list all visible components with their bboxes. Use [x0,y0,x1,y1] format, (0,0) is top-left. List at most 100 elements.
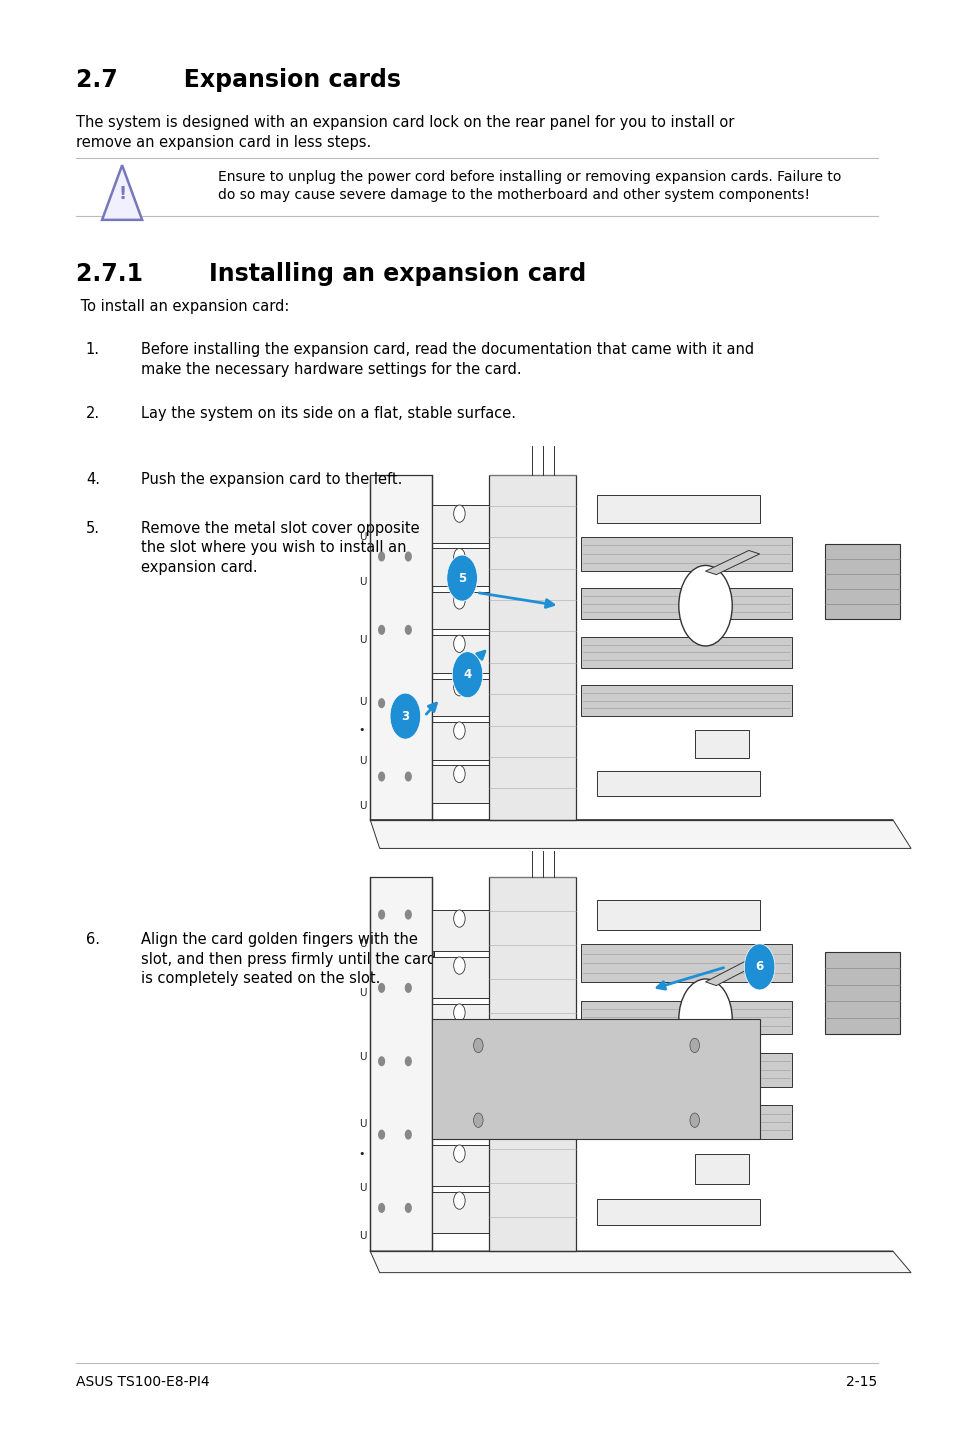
Bar [432,956,489,998]
Circle shape [378,1057,384,1066]
Circle shape [405,626,411,634]
Circle shape [454,505,465,522]
Text: U: U [358,1051,366,1061]
Polygon shape [705,551,759,575]
Circle shape [446,555,476,601]
Bar [432,1051,489,1093]
Text: 2.7        Expansion cards: 2.7 Expansion cards [76,68,401,92]
Text: Align the card golden fingers with the
slot, and then press firmly until the car: Align the card golden fingers with the s… [141,932,436,986]
Circle shape [378,699,384,707]
Text: Before installing the expansion card, read the documentation that came with it a: Before installing the expansion card, re… [141,342,754,377]
Circle shape [454,1051,465,1068]
Text: Lay the system on its side on a flat, stable surface.: Lay the system on its side on a flat, st… [141,406,516,420]
Bar [432,679,489,716]
Text: U: U [358,1231,366,1241]
Circle shape [679,565,732,646]
Circle shape [473,1038,482,1053]
Text: 2.: 2. [86,406,100,420]
Circle shape [405,1204,411,1212]
Circle shape [390,693,420,739]
Text: Remove the metal slot cover opposite
the slot where you wish to install an
expan: Remove the metal slot cover opposite the… [141,521,419,575]
Text: Push the expansion card to the left.: Push the expansion card to the left. [141,472,402,486]
Bar [597,771,759,795]
Bar [370,877,432,1251]
Text: 2-15: 2-15 [845,1375,877,1389]
Circle shape [454,956,465,974]
Circle shape [679,979,732,1060]
Bar [597,900,759,929]
Text: U: U [358,939,366,949]
Circle shape [454,592,465,610]
Text: 6: 6 [755,961,763,974]
Bar [580,588,791,620]
Text: Ensure to unplug the power cord before installing or removing expansion cards. F: Ensure to unplug the power cord before i… [217,170,840,203]
Bar [580,945,791,982]
Circle shape [454,1145,465,1162]
Polygon shape [370,1251,910,1273]
Bar [580,684,791,716]
Text: 2.7.1        Installing an expansion card: 2.7.1 Installing an expansion card [76,262,586,286]
Text: 6.: 6. [86,932,100,946]
Text: 1.: 1. [86,342,100,357]
Circle shape [454,636,465,653]
Polygon shape [370,820,910,848]
Bar [432,1099,489,1139]
Circle shape [454,1192,465,1209]
Text: U: U [358,1182,366,1192]
Text: U: U [358,756,366,766]
Circle shape [378,1130,384,1139]
Text: •: • [358,725,365,735]
Circle shape [405,910,411,919]
Circle shape [405,1057,411,1066]
Text: U: U [358,532,366,542]
Bar [432,548,489,587]
Text: •: • [358,1149,365,1159]
Bar [432,505,489,542]
Text: 4: 4 [463,669,471,682]
Text: U: U [358,988,366,998]
Bar [432,765,489,802]
Circle shape [454,765,465,782]
Bar [823,544,900,620]
Bar [694,1153,748,1183]
Text: ASUS TS100-E8-PI4: ASUS TS100-E8-PI4 [76,1375,210,1389]
Text: 4.: 4. [86,472,100,486]
Text: U: U [358,636,366,646]
Bar [432,722,489,759]
Circle shape [378,772,384,781]
Text: U: U [358,577,366,587]
Circle shape [689,1113,699,1127]
Bar [597,495,759,523]
FancyBboxPatch shape [432,1020,759,1139]
Bar [575,877,910,1251]
Circle shape [454,679,465,696]
Circle shape [378,552,384,561]
Circle shape [378,910,384,919]
Circle shape [743,943,774,989]
Text: 5.: 5. [86,521,100,535]
Circle shape [454,722,465,739]
Bar [580,1001,791,1034]
Bar [432,592,489,630]
Circle shape [405,552,411,561]
Circle shape [405,1130,411,1139]
Circle shape [473,1113,482,1127]
Text: U: U [358,1119,366,1129]
Circle shape [378,984,384,992]
Circle shape [378,626,384,634]
Text: U: U [358,697,366,707]
Text: To install an expansion card:: To install an expansion card: [76,299,290,313]
Circle shape [378,1204,384,1212]
Bar [580,1106,791,1139]
Circle shape [454,548,465,565]
Bar [580,1053,791,1087]
Bar [432,1145,489,1186]
Circle shape [454,1099,465,1116]
Polygon shape [705,959,759,985]
Polygon shape [102,165,142,220]
Circle shape [405,772,411,781]
Bar [575,475,910,820]
Circle shape [452,651,482,697]
Bar [370,475,432,820]
Bar [432,910,489,951]
